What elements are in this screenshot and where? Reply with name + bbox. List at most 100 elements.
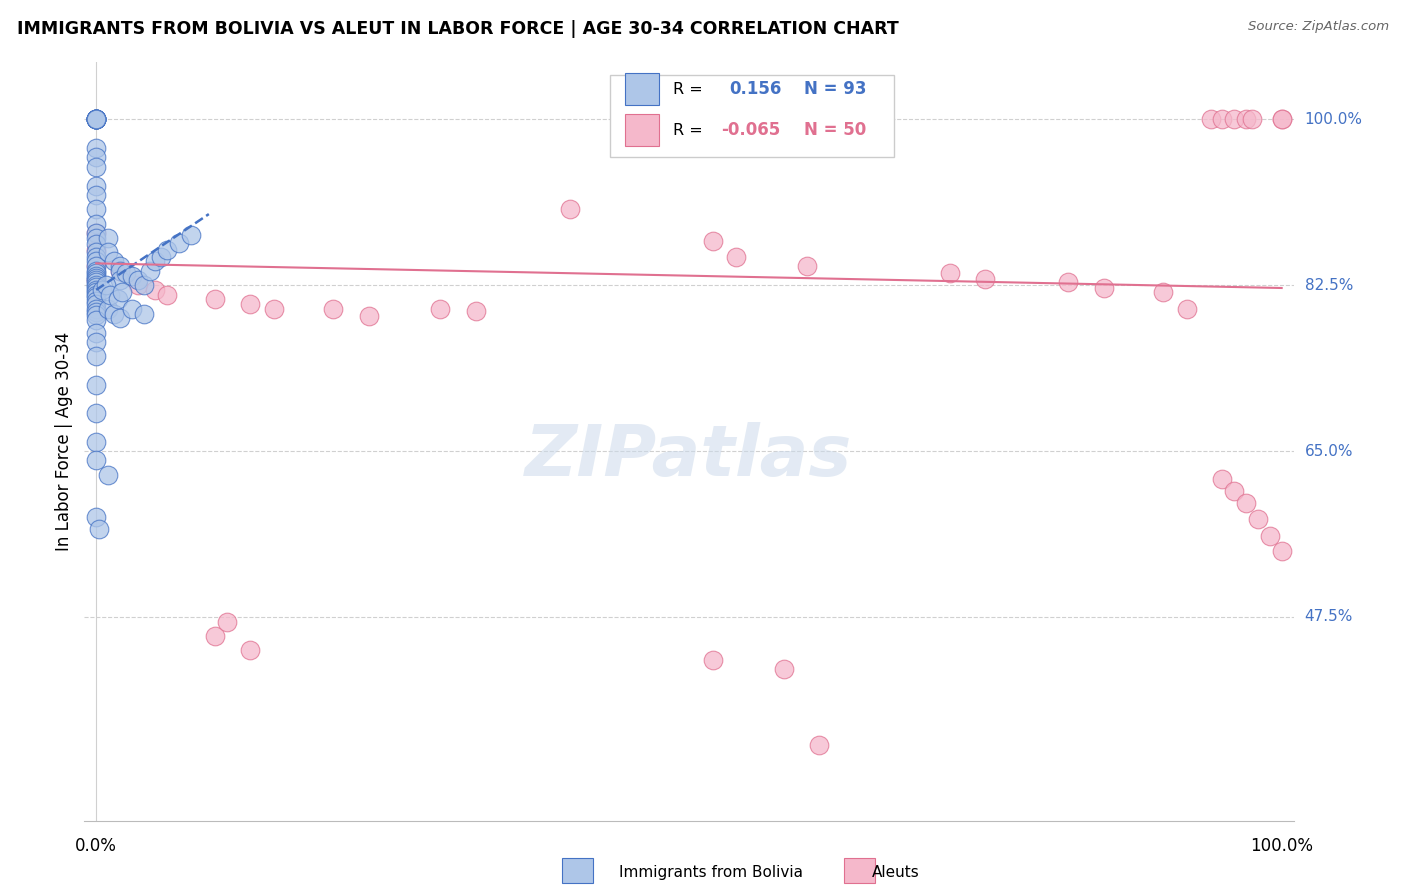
Point	[84, 313, 107, 327]
Point	[84, 304, 107, 318]
Point	[156, 243, 179, 257]
Point	[121, 301, 143, 316]
Point	[145, 283, 167, 297]
Text: Immigrants from Bolivia: Immigrants from Bolivia	[619, 865, 803, 880]
Point	[111, 285, 134, 299]
Point	[84, 237, 107, 252]
Point	[84, 112, 107, 127]
Point	[560, 202, 582, 217]
Point	[702, 234, 724, 248]
Point	[84, 112, 107, 127]
Point	[1152, 285, 1174, 299]
Text: N = 50: N = 50	[804, 121, 866, 139]
Point	[1211, 473, 1233, 487]
Point	[702, 652, 724, 666]
Point	[84, 243, 107, 257]
Point	[84, 273, 107, 287]
Point	[84, 112, 107, 127]
Point	[84, 453, 107, 467]
Point	[84, 188, 107, 202]
Point	[97, 301, 120, 316]
Point	[1092, 281, 1115, 295]
Text: 0.156: 0.156	[728, 80, 782, 98]
Text: ZIPatlas: ZIPatlas	[526, 422, 852, 491]
Text: 65.0%: 65.0%	[1305, 443, 1353, 458]
Point	[1211, 112, 1233, 127]
Text: N = 93: N = 93	[804, 80, 866, 98]
Point	[84, 178, 107, 193]
Point	[84, 334, 107, 349]
Point	[84, 406, 107, 420]
Point	[84, 112, 107, 127]
Point	[127, 273, 149, 287]
Point	[84, 301, 107, 316]
Point	[121, 268, 143, 283]
Point	[938, 266, 960, 280]
Point	[84, 294, 107, 309]
Point	[1223, 112, 1246, 127]
Point	[103, 307, 125, 321]
Text: IMMIGRANTS FROM BOLIVIA VS ALEUT IN LABOR FORCE | AGE 30-34 CORRELATION CHART: IMMIGRANTS FROM BOLIVIA VS ALEUT IN LABO…	[17, 20, 898, 37]
Point	[796, 259, 818, 273]
Text: Aleuts: Aleuts	[872, 865, 920, 880]
Point	[108, 259, 131, 273]
Point	[180, 227, 202, 242]
Point	[1271, 112, 1294, 127]
Point	[84, 250, 107, 264]
Point	[84, 510, 107, 524]
Text: R =: R =	[673, 82, 709, 96]
Point	[84, 245, 107, 260]
Point	[84, 150, 107, 164]
Point	[84, 297, 107, 311]
Point	[84, 270, 107, 285]
Point	[84, 217, 107, 231]
Point	[150, 250, 173, 264]
Point	[1223, 483, 1246, 498]
Point	[772, 662, 794, 676]
Point	[91, 283, 114, 297]
Text: -0.065: -0.065	[721, 121, 780, 139]
Point	[215, 615, 238, 629]
Point	[1199, 112, 1222, 127]
FancyBboxPatch shape	[562, 858, 593, 883]
Point	[84, 254, 107, 268]
Point	[84, 112, 107, 127]
Point	[84, 264, 107, 278]
Point	[84, 259, 107, 273]
Text: 100.0%: 100.0%	[1305, 112, 1362, 127]
Point	[87, 522, 110, 536]
Point	[100, 287, 122, 301]
Point	[84, 285, 107, 299]
Point	[1234, 112, 1257, 127]
Point	[84, 283, 107, 297]
Point	[84, 287, 107, 301]
Point	[84, 231, 107, 245]
Point	[108, 273, 131, 287]
FancyBboxPatch shape	[624, 73, 659, 105]
Point	[97, 231, 120, 245]
FancyBboxPatch shape	[624, 114, 659, 146]
Point	[84, 259, 107, 273]
Point	[167, 235, 190, 250]
Point	[1247, 512, 1270, 526]
Point	[84, 112, 107, 127]
Point	[84, 349, 107, 363]
Point	[725, 250, 748, 264]
Point	[127, 278, 149, 293]
Text: R =: R =	[673, 123, 709, 137]
Point	[94, 278, 117, 293]
Point	[145, 254, 167, 268]
Point	[808, 738, 831, 752]
Text: 82.5%: 82.5%	[1305, 277, 1353, 293]
Point	[1175, 301, 1198, 316]
Point	[84, 268, 107, 283]
Point	[84, 280, 107, 294]
Point	[84, 160, 107, 174]
Point	[138, 264, 160, 278]
Point	[322, 301, 344, 316]
Y-axis label: In Labor Force | Age 30-34: In Labor Force | Age 30-34	[55, 332, 73, 551]
Point	[239, 297, 262, 311]
Point	[84, 141, 107, 155]
Point	[97, 245, 120, 260]
Point	[84, 326, 107, 340]
